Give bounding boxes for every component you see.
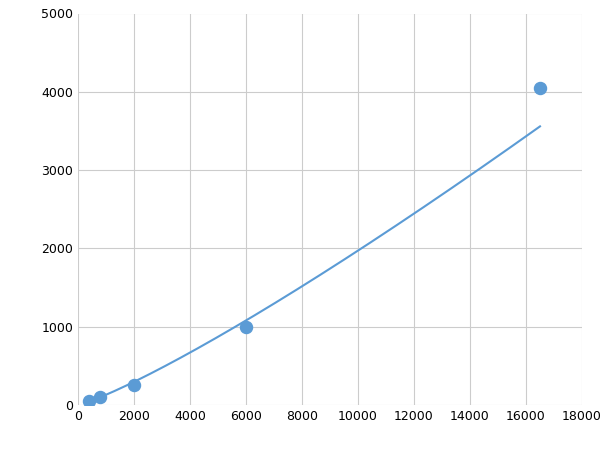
Point (95, 394, 105, 401)
Point (129, 382, 139, 389)
Point (535, 84, 545, 91)
Point (241, 323, 251, 330)
Point (85, 397, 94, 405)
